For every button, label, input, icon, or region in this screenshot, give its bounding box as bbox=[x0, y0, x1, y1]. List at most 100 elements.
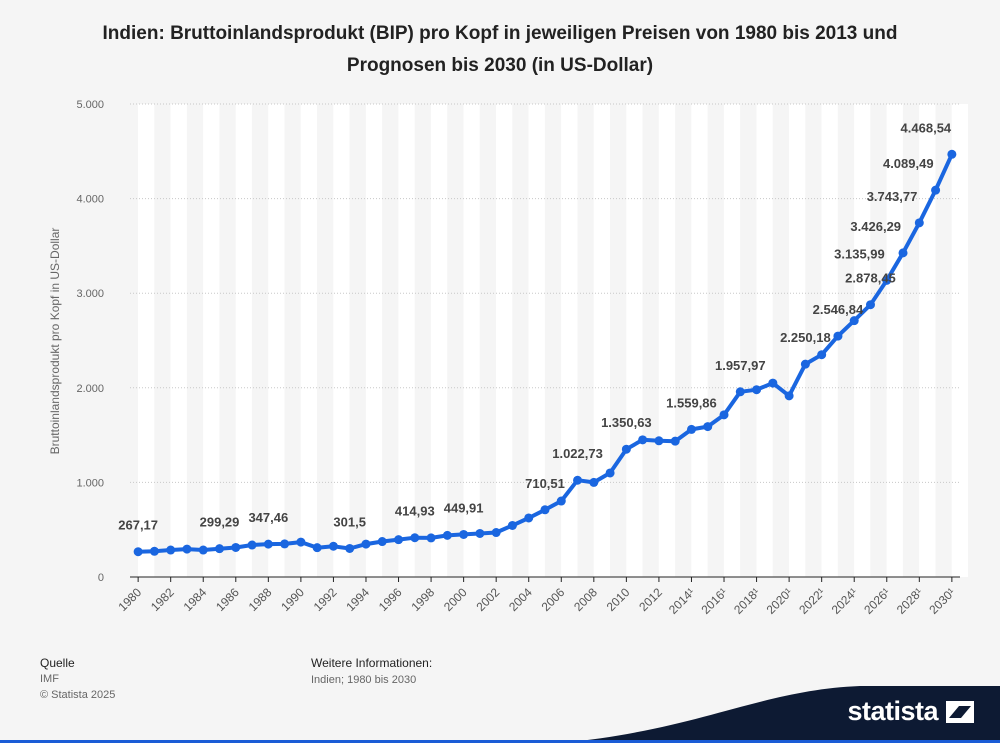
data-point[interactable] bbox=[263, 539, 273, 549]
logo-icon bbox=[946, 700, 974, 723]
background-band bbox=[756, 104, 773, 577]
data-label: 299,29 bbox=[200, 515, 240, 530]
data-point[interactable] bbox=[198, 545, 208, 555]
data-label: 347,46 bbox=[248, 510, 288, 525]
data-point[interactable] bbox=[377, 537, 387, 547]
data-point[interactable] bbox=[524, 513, 534, 523]
background-band bbox=[398, 104, 415, 577]
data-point[interactable] bbox=[491, 528, 501, 538]
data-label: 3.135,99 bbox=[834, 246, 885, 261]
info-value: Indien; 1980 bis 2030 bbox=[311, 674, 417, 686]
data-point[interactable] bbox=[621, 444, 631, 454]
data-point[interactable] bbox=[768, 378, 778, 388]
background-band bbox=[593, 104, 610, 577]
data-point[interactable] bbox=[703, 422, 713, 432]
y-tick-label: 0 bbox=[98, 572, 104, 584]
x-tick-label: 2014¹ bbox=[666, 585, 698, 617]
data-point[interactable] bbox=[312, 543, 322, 553]
data-label: 267,17 bbox=[118, 518, 158, 533]
data-label: 2.250,18 bbox=[780, 330, 831, 345]
data-point[interactable] bbox=[735, 387, 745, 397]
data-point[interactable] bbox=[638, 435, 648, 445]
data-point[interactable] bbox=[752, 385, 762, 395]
data-point[interactable] bbox=[817, 350, 827, 360]
x-tick-label: 1990 bbox=[278, 585, 307, 614]
x-tick-label: 2002 bbox=[474, 585, 503, 614]
data-point[interactable] bbox=[507, 520, 517, 530]
x-tick-label: 2024¹ bbox=[829, 585, 861, 617]
background-band bbox=[658, 104, 676, 577]
statista-logo[interactable]: statista bbox=[847, 696, 974, 727]
data-point[interactable] bbox=[589, 477, 599, 487]
background-band bbox=[821, 104, 838, 577]
data-point[interactable] bbox=[670, 436, 680, 446]
background-band bbox=[528, 104, 545, 577]
background-band bbox=[788, 104, 806, 577]
data-point[interactable] bbox=[280, 539, 290, 549]
y-tick-label: 5.000 bbox=[76, 99, 104, 111]
data-point[interactable] bbox=[133, 547, 143, 557]
data-point[interactable] bbox=[345, 543, 355, 553]
x-tick-label: 2008 bbox=[571, 585, 600, 614]
background-band bbox=[365, 104, 383, 577]
x-tick-label: 2010 bbox=[604, 585, 633, 614]
data-point[interactable] bbox=[296, 537, 306, 547]
x-tick-label: 1984 bbox=[181, 585, 210, 614]
data-point[interactable] bbox=[865, 300, 875, 310]
data-point[interactable] bbox=[784, 391, 794, 401]
data-point[interactable] bbox=[247, 540, 257, 550]
data-point[interactable] bbox=[556, 496, 566, 506]
data-point[interactable] bbox=[605, 468, 615, 478]
data-point[interactable] bbox=[475, 528, 485, 538]
data-point[interactable] bbox=[231, 542, 241, 552]
data-point[interactable] bbox=[394, 535, 404, 545]
data-point[interactable] bbox=[166, 545, 176, 555]
data-point[interactable] bbox=[898, 248, 908, 258]
data-point[interactable] bbox=[686, 424, 696, 434]
data-point[interactable] bbox=[361, 539, 371, 549]
x-tick-label: 2006 bbox=[539, 585, 568, 614]
x-tick-label: 1994 bbox=[343, 585, 372, 614]
data-label: 449,91 bbox=[444, 500, 484, 515]
x-tick-label: 2000 bbox=[441, 585, 470, 614]
data-point[interactable] bbox=[573, 475, 583, 485]
data-point[interactable] bbox=[800, 359, 810, 369]
data-point[interactable] bbox=[654, 436, 664, 446]
data-point[interactable] bbox=[459, 529, 469, 539]
data-point[interactable] bbox=[931, 185, 941, 195]
data-point[interactable] bbox=[882, 275, 892, 285]
background-band bbox=[496, 104, 513, 577]
x-tick-label: 1986 bbox=[213, 585, 242, 614]
x-tick-label: 2018¹ bbox=[731, 585, 763, 617]
data-point[interactable] bbox=[719, 410, 729, 420]
data-point[interactable] bbox=[947, 149, 957, 159]
data-point[interactable] bbox=[849, 316, 859, 326]
data-label: 1.350,63 bbox=[601, 415, 652, 430]
y-tick-label: 3.000 bbox=[76, 288, 104, 300]
data-point[interactable] bbox=[833, 331, 843, 341]
data-point[interactable] bbox=[328, 541, 338, 551]
background-band bbox=[723, 104, 741, 577]
background-band bbox=[430, 104, 448, 577]
data-label: 4.468,54 bbox=[901, 120, 952, 135]
copyright: © Statista 2025 bbox=[40, 689, 116, 701]
data-point[interactable] bbox=[149, 546, 159, 556]
series-line-group bbox=[133, 149, 957, 557]
data-label: 1.022,73 bbox=[552, 446, 603, 461]
data-point[interactable] bbox=[540, 505, 550, 515]
x-tick-label: 1992 bbox=[311, 585, 340, 614]
data-label: 2.878,45 bbox=[845, 271, 896, 286]
data-point[interactable] bbox=[426, 533, 436, 543]
data-point[interactable] bbox=[182, 544, 192, 554]
data-point[interactable] bbox=[914, 218, 924, 228]
x-tick-label: 1988 bbox=[246, 585, 275, 614]
data-label: 710,51 bbox=[525, 476, 565, 491]
data-point[interactable] bbox=[410, 533, 420, 543]
background-band bbox=[691, 104, 708, 577]
data-point[interactable] bbox=[215, 544, 225, 554]
data-label: 2.546,84 bbox=[813, 302, 864, 317]
y-axis-label: Bruttoinlandsprodukt pro Kopf in US-Doll… bbox=[48, 228, 62, 455]
data-point[interactable] bbox=[442, 530, 452, 540]
background-band bbox=[333, 104, 350, 577]
